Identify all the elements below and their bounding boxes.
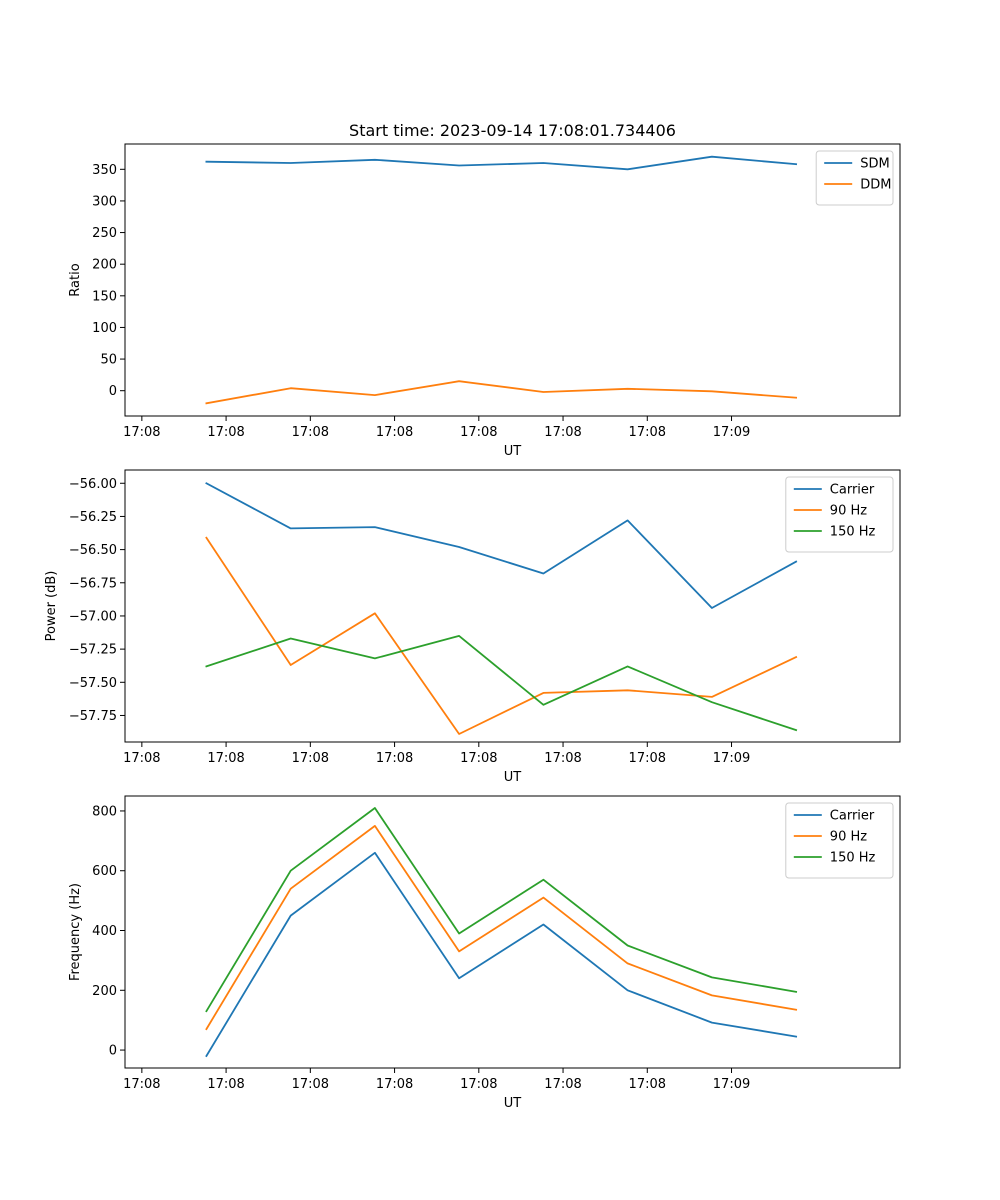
x-tick-label: 17:08: [460, 751, 497, 766]
x-tick-label: 17:08: [376, 1077, 413, 1092]
x-tick-label: 17:08: [123, 751, 160, 766]
legend-label: 90 Hz: [830, 830, 867, 845]
x-tick-label: 17:08: [123, 425, 160, 440]
series-line-150-hz: [205, 807, 798, 1013]
series-line-carrier: [205, 851, 798, 1058]
y-tick-label: 350: [92, 163, 117, 178]
x-tick-label: 17:08: [207, 425, 244, 440]
x-tick-label: 17:08: [292, 751, 329, 766]
legend-label: 150 Hz: [830, 851, 876, 866]
legend-label: DDM: [860, 178, 891, 193]
legend-label: SDM: [860, 157, 889, 172]
y-tick-label: 200: [92, 984, 117, 999]
y-tick-label: −56.50: [69, 543, 117, 558]
legend: Carrier 90 Hz 150 Hz: [785, 476, 894, 553]
y-tick-label: −56.00: [69, 477, 117, 492]
legend: Carrier 90 Hz 150 Hz: [785, 802, 894, 879]
x-tick-label: 17:08: [544, 425, 581, 440]
legend-label: 90 Hz: [830, 504, 867, 519]
y-tick-label: 100: [92, 321, 117, 336]
y-tick-label: 50: [100, 353, 117, 368]
y-tick-label: 0: [109, 1044, 117, 1059]
x-tick-label: 17:08: [460, 1077, 497, 1092]
x-axis-label: UT: [504, 444, 522, 459]
x-tick-label: 17:08: [629, 425, 666, 440]
y-tick-label: −57.00: [69, 609, 117, 624]
axes-frame: [124, 469, 901, 743]
y-tick-label: 200: [92, 258, 117, 273]
y-tick-label: 600: [92, 864, 117, 879]
series-line-150-hz: [205, 635, 798, 732]
subplot-1: Start time: 2023-09-14 17:08:01.734406 17…: [68, 121, 901, 459]
x-tick-label: 17:08: [376, 751, 413, 766]
x-tick-label: 17:08: [629, 1077, 666, 1092]
x-tick-label: 17:08: [292, 425, 329, 440]
y-tick-label: 250: [92, 226, 117, 241]
x-tick-label: 17:08: [376, 425, 413, 440]
y-tick-label: −56.25: [69, 510, 117, 525]
x-axis-label: UT: [504, 770, 522, 785]
series-line-90-hz: [205, 825, 798, 1031]
x-tick-label: 17:08: [629, 751, 666, 766]
legend-label: 150 Hz: [830, 525, 876, 540]
y-tick-label: 150: [92, 289, 117, 304]
y-tick-label: 0: [109, 384, 117, 399]
y-tick-label: −57.25: [69, 643, 117, 658]
y-axis-label: Frequency (Hz): [68, 883, 83, 981]
x-tick-label: 17:09: [713, 425, 750, 440]
y-axis-label: Ratio: [68, 263, 83, 296]
y-tick-label: −56.75: [69, 576, 117, 591]
x-tick-label: 17:08: [544, 751, 581, 766]
x-tick-label: 17:08: [207, 751, 244, 766]
subplot-2: 17:08 17:08 17:08 17:08 17:08 17:08 17:08 17:09…: [44, 469, 901, 785]
x-tick-label: 17:09: [713, 1077, 750, 1092]
chart-title: Start time: 2023-09-14 17:08:01.734406: [349, 121, 676, 140]
x-tick-label: 17:08: [544, 1077, 581, 1092]
axes-frame: [124, 795, 901, 1069]
legend-box: [785, 476, 894, 553]
subplots: Start time: 2023-09-14 17:08:01.734406 17…: [44, 121, 901, 1111]
subplot-3: 17:08 17:08 17:08 17:08 17:08 17:08 17:08 17:09…: [68, 795, 901, 1111]
x-axis-label: UT: [504, 1096, 522, 1111]
legend-label: Carrier: [830, 809, 875, 824]
x-tick-label: 17:08: [460, 425, 497, 440]
y-tick-label: −57.75: [69, 709, 117, 724]
series-line-ddm: [205, 380, 798, 405]
x-tick-label: 17:08: [207, 1077, 244, 1092]
x-tick-label: 17:08: [292, 1077, 329, 1092]
y-tick-label: 300: [92, 194, 117, 209]
axes-frame: [124, 143, 901, 417]
y-tick-label: −57.50: [69, 676, 117, 691]
legend-box: [815, 150, 894, 206]
y-tick-label: 800: [92, 804, 117, 819]
y-axis-label: Power (dB): [44, 571, 59, 642]
x-tick-label: 17:09: [713, 751, 750, 766]
legend-label: Carrier: [830, 483, 875, 498]
legend: SDM DDM: [815, 150, 894, 206]
legend-box: [785, 802, 894, 879]
series-line-sdm: [205, 155, 798, 171]
x-tick-label: 17:08: [123, 1077, 160, 1092]
y-tick-label: 400: [92, 924, 117, 939]
series-line-carrier: [205, 482, 798, 609]
